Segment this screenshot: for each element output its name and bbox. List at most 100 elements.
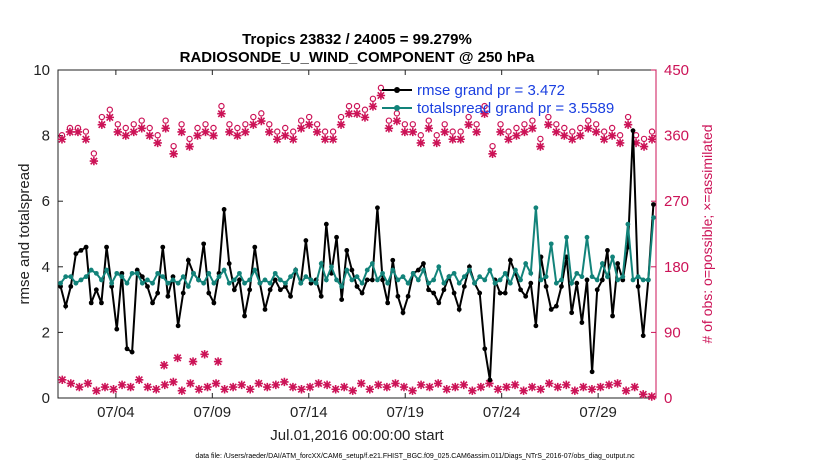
- obs-count-point: [152, 385, 161, 394]
- rmse-point: [201, 241, 207, 247]
- spread-point: [569, 280, 575, 286]
- spread-point: [329, 264, 334, 270]
- rmse-point: [461, 284, 467, 289]
- y2-tick-label: 0: [664, 390, 672, 407]
- obs-assimilated-point: [607, 131, 617, 140]
- obs-count-point: [485, 379, 494, 388]
- rmse-point: [385, 300, 391, 306]
- obs-assimilated-point: [249, 120, 258, 129]
- obs-count-point: [510, 380, 520, 390]
- rmse-point: [308, 280, 314, 286]
- spread-point: [119, 274, 125, 280]
- spread-point: [99, 277, 104, 283]
- obs-count-point: [442, 385, 451, 394]
- spread-point: [124, 280, 130, 286]
- spread-point: [303, 274, 309, 280]
- rmse-point: [104, 244, 109, 250]
- obs-assimilated-point: [520, 127, 529, 137]
- spread-point: [114, 270, 120, 276]
- rmse-point: [165, 293, 171, 299]
- rmse-point: [579, 320, 585, 325]
- x-tick-label: 07/04: [97, 404, 135, 421]
- obs-assimilated-point: [328, 135, 338, 144]
- obs-count-point: [143, 382, 152, 392]
- obs-count-point: [408, 386, 417, 395]
- rmse-point: [83, 244, 89, 250]
- rmse-point: [252, 244, 258, 250]
- x-tick-label: 07/14: [290, 404, 328, 421]
- rmse-point: [288, 293, 293, 299]
- obs-count-point: [391, 379, 400, 388]
- obs-assimilated-point: [432, 138, 441, 148]
- obs-count-point: [314, 379, 323, 388]
- obs-assimilated-point: [400, 127, 410, 137]
- obs-possible-point: [457, 128, 464, 135]
- spread-point: [349, 277, 355, 283]
- spread-point: [400, 274, 406, 280]
- obs-assimilated-point: [193, 131, 202, 140]
- obs-assimilated-point: [448, 135, 457, 144]
- obs-count-point: [246, 385, 255, 394]
- obs-assimilated-point: [504, 135, 513, 144]
- rmse-point: [68, 284, 74, 289]
- spread-point: [180, 274, 186, 280]
- obs-possible-point: [385, 117, 393, 124]
- obs-possible-point: [377, 84, 385, 92]
- obs-count-point: [254, 379, 263, 388]
- obs-possible-point: [624, 113, 632, 121]
- obs-assimilated-point: [177, 127, 186, 137]
- obs-possible-point: [290, 128, 297, 135]
- obs-count-markers: [57, 84, 657, 401]
- spread-point: [426, 280, 431, 286]
- obs-possible-point: [449, 128, 456, 135]
- spread-point: [538, 277, 544, 283]
- obs-possible-point: [218, 102, 225, 110]
- rmse-point: [211, 300, 217, 306]
- rmse-point: [605, 248, 610, 253]
- obs-count-point: [100, 382, 110, 392]
- rmse-point: [543, 284, 549, 289]
- rmse-point: [78, 248, 84, 253]
- obs-assimilated-point: [257, 116, 266, 126]
- obs-assimilated-point: [488, 149, 497, 159]
- obs-count-point: [451, 382, 460, 392]
- rmse-point: [180, 290, 186, 296]
- spread-point: [334, 277, 339, 283]
- rmse-point: [150, 300, 155, 306]
- obs-count-point: [66, 379, 76, 388]
- rmse-point: [497, 290, 503, 296]
- spread-point: [272, 270, 278, 276]
- spread-point: [553, 280, 559, 286]
- rmse-point: [620, 277, 626, 283]
- spread-point: [364, 267, 370, 273]
- rmse-point: [523, 293, 529, 299]
- obs-possible-point: [489, 142, 496, 150]
- obs-assimilated-point: [344, 109, 354, 118]
- obs-count-point: [322, 380, 332, 390]
- spread-point: [257, 280, 263, 286]
- obs-assimilated-point: [73, 127, 83, 137]
- rmse-point: [528, 280, 534, 286]
- rmse-point: [334, 234, 339, 240]
- rmse-point: [426, 287, 431, 293]
- spread-point: [543, 274, 549, 280]
- obs-possible-point: [425, 117, 432, 124]
- obs-possible-point: [369, 95, 377, 103]
- obs-assimilated-point: [121, 131, 130, 140]
- rmse-point: [369, 277, 375, 283]
- obs-count-point: [160, 380, 169, 390]
- y-tick-label: 4: [42, 259, 50, 276]
- rmse-point: [615, 261, 621, 266]
- obs-assimilated-point: [639, 142, 649, 151]
- rmse-point: [507, 257, 513, 263]
- obs-possible-point: [545, 113, 552, 121]
- spread-point: [645, 277, 651, 283]
- spread-point: [185, 284, 191, 289]
- spread-point: [610, 254, 615, 260]
- obs-count-point: [288, 382, 298, 392]
- spread-point: [298, 280, 304, 286]
- obs-assimilated-point: [615, 138, 625, 148]
- obs-possible-point: [616, 132, 624, 139]
- obs-possible-point: [138, 117, 145, 124]
- rmse-point: [344, 248, 350, 253]
